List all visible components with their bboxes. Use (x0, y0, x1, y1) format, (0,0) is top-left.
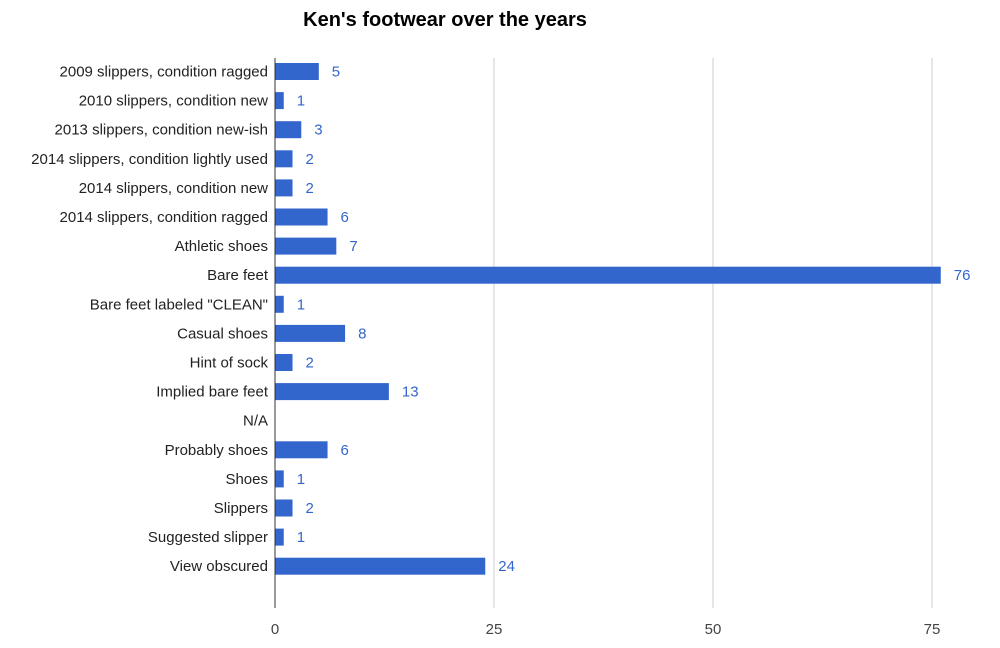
category-label: 2013 slippers, condition new-ish (55, 122, 268, 139)
bar (275, 499, 293, 517)
data-label: 2 (306, 355, 314, 372)
bar (275, 557, 486, 575)
category-label: 2014 slippers, condition new (79, 180, 268, 197)
category-label: 2014 slippers, condition ragged (60, 209, 268, 226)
bar (275, 208, 328, 226)
category-label: 2009 slippers, condition ragged (60, 64, 268, 81)
data-label: 6 (341, 209, 349, 226)
bar (275, 354, 293, 371)
data-label: 2 (306, 151, 314, 168)
category-label: Bare feet (207, 267, 269, 284)
bar (275, 150, 293, 168)
bar (275, 383, 389, 401)
category-label: 2014 slippers, condition lightly used (31, 151, 268, 168)
data-label: 13 (402, 384, 419, 401)
chart-title: Ken's footwear over the years (303, 9, 587, 31)
category-label: View obscured (170, 558, 268, 575)
data-label: 2 (306, 500, 314, 517)
category-label: N/A (243, 413, 268, 430)
category-label: Hint of sock (190, 355, 269, 372)
data-label: 6 (341, 442, 349, 459)
x-tick-label: 75 (924, 621, 941, 638)
bars (275, 63, 941, 575)
data-label: 76 (954, 267, 971, 284)
bar (275, 470, 284, 488)
gridlines (493, 58, 933, 608)
category-label: Shoes (225, 471, 268, 488)
data-label: 1 (297, 93, 305, 110)
bar (275, 92, 284, 110)
category-label: Probably shoes (165, 442, 268, 459)
bar (275, 441, 328, 459)
x-tick-label: 50 (705, 621, 722, 638)
bar (275, 528, 284, 546)
category-label: Slippers (214, 500, 268, 517)
data-label: 3 (314, 122, 322, 139)
category-label: Suggested slipper (148, 529, 268, 546)
data-label: 5 (332, 64, 340, 81)
category-labels: 2009 slippers, condition ragged 2010 slip… (31, 64, 269, 576)
category-label: Bare feet labeled "CLEAN" (90, 296, 268, 313)
x-axis-ticks: 0 25 50 75 (271, 621, 941, 638)
x-tick-label: 0 (271, 621, 279, 638)
data-label: 24 (498, 558, 515, 575)
data-label: 1 (297, 296, 305, 313)
data-label: 8 (358, 325, 366, 342)
category-label: 2010 slippers, condition new (79, 93, 268, 110)
category-label: Implied bare feet (156, 384, 269, 401)
data-label: 7 (349, 238, 357, 255)
bar (275, 179, 293, 197)
category-label: Athletic shoes (175, 238, 268, 255)
data-label: 2 (306, 180, 314, 197)
bar (275, 295, 284, 313)
bar (275, 237, 337, 255)
bar (275, 266, 941, 284)
category-label: Casual shoes (177, 325, 268, 342)
bar (275, 63, 319, 80)
data-label: 1 (297, 471, 305, 488)
bar (275, 121, 302, 139)
x-tick-label: 25 (486, 621, 503, 638)
bar (275, 324, 346, 342)
data-label: 1 (297, 529, 305, 546)
